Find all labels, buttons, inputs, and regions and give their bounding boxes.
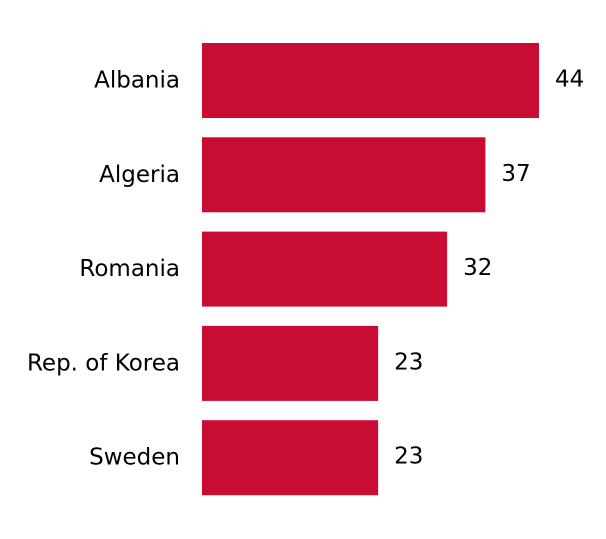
bar-albania — [202, 43, 539, 118]
value-labels-group: 44 37 32 23 23 — [394, 67, 584, 470]
category-label: Rep. of Korea — [27, 350, 180, 376]
value-label: 32 — [463, 255, 492, 281]
bar-romania — [202, 231, 448, 307]
bar-algeria — [202, 137, 486, 213]
category-label: Romania — [79, 256, 180, 282]
value-label: 23 — [394, 444, 423, 470]
value-label: 44 — [555, 67, 584, 93]
category-labels-group: Albania Algeria Romania Rep. of Korea Sweden — [27, 68, 180, 471]
category-label: Sweden — [89, 445, 180, 471]
value-label: 23 — [394, 349, 423, 375]
bar-sweden — [202, 420, 379, 496]
category-label: Albania — [94, 68, 180, 94]
bar-rep-of-korea — [202, 325, 379, 401]
category-label: Algeria — [99, 162, 180, 188]
value-label: 37 — [501, 161, 530, 187]
bars-group — [202, 43, 539, 496]
